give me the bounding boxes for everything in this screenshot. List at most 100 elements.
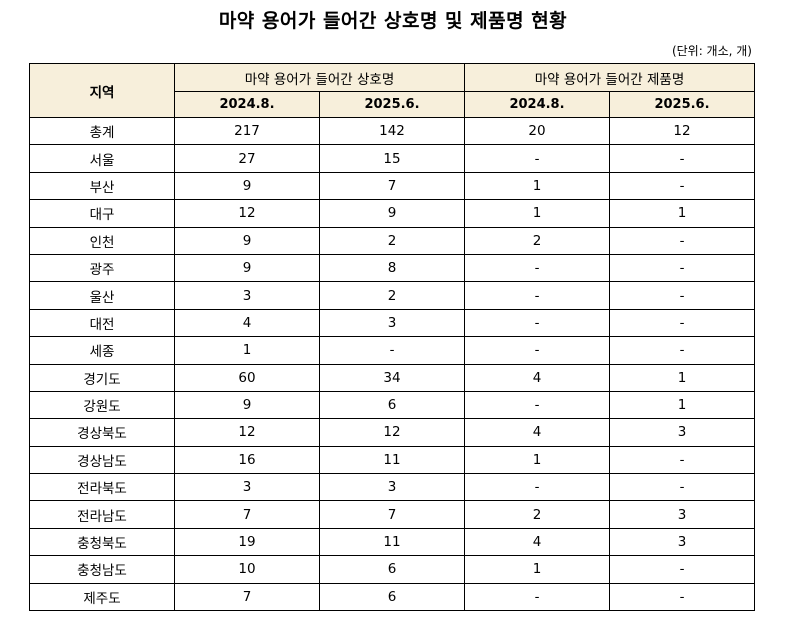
value-cell: 3 bbox=[174, 473, 320, 502]
value-cell: - bbox=[464, 308, 610, 338]
region-cell: 전라북도 bbox=[29, 473, 175, 502]
group-header-business-names: 마약 용어가 들어간 상호명 bbox=[174, 63, 465, 92]
value-cell: - bbox=[609, 226, 755, 255]
value-cell: - bbox=[464, 582, 610, 612]
value-cell: 9 bbox=[174, 253, 320, 283]
value-cell: 6 bbox=[319, 582, 465, 612]
table-row: 인천 9 2 2- bbox=[29, 226, 755, 255]
table-row: 경기도 60 34 4 1 bbox=[29, 363, 755, 392]
header-row-groups: 지역 마약 용어가 들어간 상호명 마약 용어가 들어간 제품명 bbox=[29, 63, 755, 118]
value-cell: 1 bbox=[464, 555, 610, 584]
region-cell: 전라남도 bbox=[29, 500, 175, 529]
value-cell: 2 bbox=[319, 281, 465, 310]
value-cell: 2 bbox=[464, 226, 610, 255]
value-cell: 9 bbox=[174, 390, 320, 420]
value-cell: 6 bbox=[319, 555, 465, 584]
region-cell: 광주 bbox=[29, 253, 175, 283]
unit-note: (단위: 개소, 개) bbox=[671, 44, 752, 58]
value-cell: - bbox=[464, 473, 610, 502]
value-cell: - bbox=[464, 390, 610, 420]
value-cell: 7 bbox=[174, 500, 320, 529]
table-row: 제주도 7 6- - bbox=[29, 582, 755, 612]
value-cell: 12 bbox=[174, 418, 320, 447]
period-header: 2024.8. bbox=[464, 91, 610, 118]
region-cell: 충청남도 bbox=[29, 555, 175, 584]
value-cell: 217 bbox=[174, 116, 320, 146]
value-cell: 2 bbox=[319, 226, 465, 255]
region-cell: 경기도 bbox=[29, 363, 175, 392]
value-cell: 9 bbox=[174, 171, 320, 201]
value-cell: - bbox=[464, 336, 610, 365]
table-row: 서울 27 15- - bbox=[29, 144, 755, 173]
value-cell: - bbox=[464, 253, 610, 283]
value-cell: 34 bbox=[319, 363, 465, 392]
value-cell: 142 bbox=[319, 116, 465, 146]
table-row: 전라북도 3 3- - bbox=[29, 473, 755, 502]
table-row: 대전 4 3- - bbox=[29, 308, 755, 338]
value-cell: 7 bbox=[319, 500, 465, 529]
region-cell: 울산 bbox=[29, 281, 175, 310]
value-cell: 1 bbox=[464, 171, 610, 201]
value-cell: 12 bbox=[174, 199, 320, 228]
table-row: 경상남도 16 11 1- bbox=[29, 445, 755, 475]
period-header: 2024.8. bbox=[174, 91, 320, 118]
value-cell: 4 bbox=[174, 308, 320, 338]
value-cell: 6 bbox=[319, 390, 465, 420]
region-cell: 제주도 bbox=[29, 582, 175, 612]
table-row: 충청남도 10 6 1- bbox=[29, 555, 755, 584]
region-cell: 경상남도 bbox=[29, 445, 175, 475]
value-cell: 19 bbox=[174, 527, 320, 557]
value-cell: - bbox=[609, 445, 755, 475]
value-cell: 1 bbox=[464, 199, 610, 228]
table-row: 총계 217 142 20 12 bbox=[29, 116, 755, 146]
value-cell: 7 bbox=[319, 171, 465, 201]
region-header: 지역 bbox=[29, 63, 175, 118]
table-row: 경상북도 12 12 4 3 bbox=[29, 418, 755, 447]
value-cell: - bbox=[464, 144, 610, 173]
value-cell: 3 bbox=[609, 500, 755, 529]
page-title: 마약 용어가 들어간 상호명 및 제품명 현황 bbox=[218, 10, 568, 32]
value-cell: 3 bbox=[319, 473, 465, 502]
value-cell: 1 bbox=[609, 363, 755, 392]
value-cell: 11 bbox=[319, 527, 465, 557]
value-cell: 8 bbox=[319, 253, 465, 283]
region-cell: 부산 bbox=[29, 171, 175, 201]
value-cell: 2 bbox=[464, 500, 610, 529]
value-cell: 4 bbox=[464, 527, 610, 557]
value-cell: 27 bbox=[174, 144, 320, 173]
value-cell: 10 bbox=[174, 555, 320, 584]
value-cell: 15 bbox=[319, 144, 465, 173]
period-header: 2025.6. bbox=[609, 91, 755, 118]
value-cell: - bbox=[609, 171, 755, 201]
value-cell: 11 bbox=[319, 445, 465, 475]
value-cell: 16 bbox=[174, 445, 320, 475]
value-cell: 1 bbox=[174, 336, 320, 365]
value-cell: 9 bbox=[319, 199, 465, 228]
region-cell: 세종 bbox=[29, 336, 175, 365]
table-row: 전라남도 7 7 2 3 bbox=[29, 500, 755, 529]
status-table: 지역 마약 용어가 들어간 상호명 마약 용어가 들어간 제품명 2024.8.… bbox=[29, 63, 755, 612]
value-cell: - bbox=[609, 144, 755, 173]
table-row: 부산 9 7 1- bbox=[29, 171, 755, 201]
value-cell: 3 bbox=[609, 527, 755, 557]
header-row-periods: 2024.8. 2025.6. 2024.8. 2025.6. bbox=[30, 91, 755, 118]
table-row: 광주 9 8- - bbox=[29, 253, 755, 283]
table-row: 충청북도 19 11 4 3 bbox=[29, 527, 755, 557]
table-row: 대구 12 9 1 1 bbox=[29, 199, 755, 228]
value-cell: - bbox=[609, 253, 755, 283]
value-cell: 60 bbox=[174, 363, 320, 392]
value-cell: - bbox=[609, 555, 755, 584]
value-cell: - bbox=[464, 281, 610, 310]
region-cell: 강원도 bbox=[29, 390, 175, 420]
value-cell: 20 bbox=[464, 116, 610, 146]
value-cell: - bbox=[609, 308, 755, 338]
value-cell: 1 bbox=[609, 390, 755, 420]
value-cell: 4 bbox=[464, 418, 610, 447]
value-cell: 3 bbox=[609, 418, 755, 447]
value-cell: 9 bbox=[174, 226, 320, 255]
group-header-product-names: 마약 용어가 들어간 제품명 bbox=[464, 63, 755, 92]
table-body: 총계 217 142 20 12 서울 27 15- - 부산 9 7 1- 대구 12 9 1 1 인천 9 2 2- 광… bbox=[29, 116, 755, 612]
value-cell: 4 bbox=[464, 363, 610, 392]
value-cell: - bbox=[609, 582, 755, 612]
table-row: 세종 1- - - bbox=[29, 336, 755, 365]
